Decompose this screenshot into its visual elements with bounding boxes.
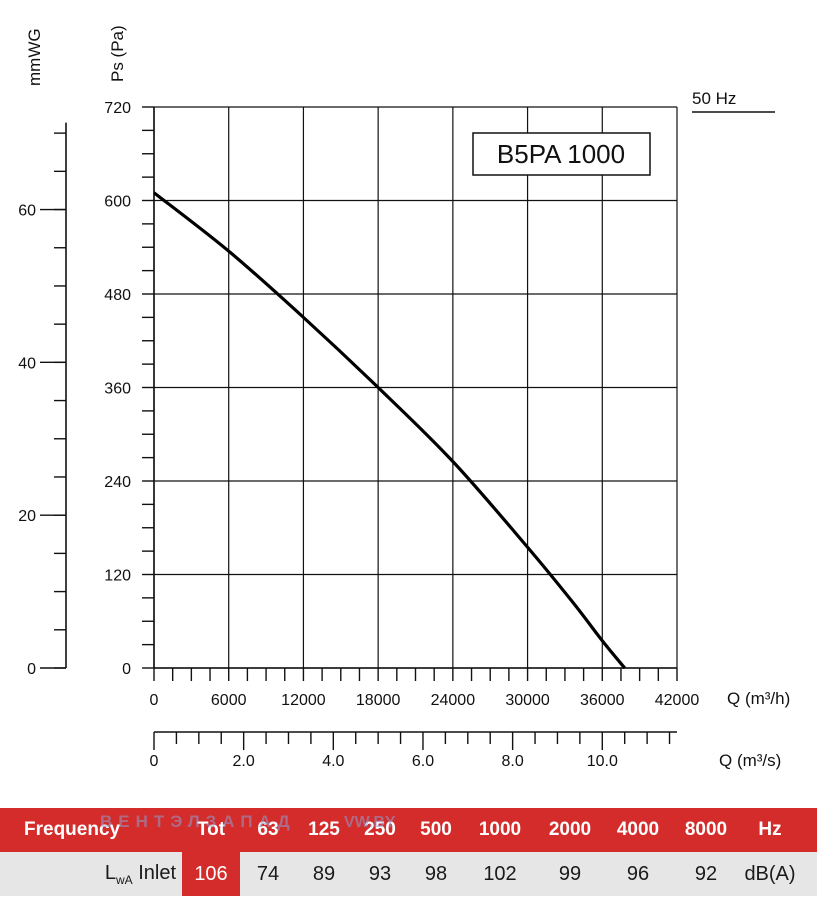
- header-hz: Hz: [758, 819, 782, 840]
- x-tick-label: 6000: [211, 692, 247, 709]
- value-2000: 99: [558, 862, 582, 885]
- frequency-label: 50 Hz: [692, 89, 736, 108]
- m3s-tick-label: 4.0: [322, 753, 344, 770]
- y-tick-label: 120: [104, 568, 131, 585]
- model-label-box: [472, 132, 651, 176]
- y-tick-label: 360: [104, 381, 131, 398]
- m3s-tick-label: 2.0: [233, 753, 255, 770]
- value-63: 74: [256, 862, 280, 885]
- row-label: LwA Inlet: [104, 861, 176, 887]
- y-tick-label: 600: [104, 194, 131, 211]
- value-1000: 102: [483, 862, 517, 885]
- m3s-tick-label: 6.0: [412, 753, 434, 770]
- mmwg-tick-label: 0: [27, 661, 36, 678]
- sound-power-table: Frequency Tot 63 125 250 500 1000 2000 4…: [0, 808, 817, 896]
- x-tick-label: 24000: [431, 692, 476, 709]
- mmwg-tick-label: 20: [18, 508, 36, 525]
- x-tick-label: 42000: [655, 692, 700, 709]
- y-tick-label: 240: [104, 474, 131, 491]
- x-tick-label: 18000: [356, 692, 401, 709]
- x-tick-label: 36000: [580, 692, 625, 709]
- tick-labels: 0 6000 12000 18000 24000 30000 36000 4200001202…: [18, 100, 699, 770]
- x-axis-secondary-label: Q (m³/s): [719, 751, 781, 770]
- table-header-row: Frequency Tot 63 125 250 500 1000 2000 4…: [0, 808, 817, 852]
- value-8000: 92: [694, 862, 718, 885]
- y-tick-label: 480: [104, 287, 131, 304]
- axes: [65, 107, 677, 733]
- m3s-tick-label: 10.0: [587, 753, 618, 770]
- model-label: B5PA 1000: [497, 139, 625, 169]
- value-125: 89: [312, 862, 336, 885]
- fan-performance-chart: 0 6000 12000 18000 24000 30000 36000 4200001202…: [18, 25, 790, 770]
- y-tick-label: 0: [122, 661, 131, 678]
- x-tick-label: 12000: [281, 692, 326, 709]
- mmwg-tick-label: 40: [18, 355, 36, 372]
- mmwg-tick-label: 60: [18, 203, 36, 220]
- header-tot: Tot: [196, 819, 226, 840]
- y-axis-label: Ps (Pa): [108, 25, 127, 82]
- value-500: 98: [424, 862, 448, 885]
- x-tick-label: 30000: [505, 692, 550, 709]
- header-250: 250: [364, 819, 396, 840]
- header-1000: 1000: [478, 819, 522, 840]
- value-4000: 96: [626, 862, 650, 885]
- grid: [153, 106, 678, 669]
- header-125: 125: [308, 819, 340, 840]
- m3s-tick-label: 0: [150, 753, 159, 770]
- minor-ticks: [40, 106, 678, 750]
- header-2000: 2000: [548, 819, 592, 840]
- y-tick-label: 720: [104, 100, 131, 117]
- x-tick-label: 0: [150, 692, 159, 709]
- y-axis-secondary-label: mmWG: [25, 28, 44, 86]
- header-frequency: Frequency: [24, 819, 121, 840]
- m3s-tick-label: 8.0: [502, 753, 524, 770]
- performance-curve: [153, 191, 626, 670]
- header-4000: 4000: [616, 819, 660, 840]
- value-tot: 106: [182, 852, 240, 896]
- table-values-row: LwA Inlet 106 74 89 93 98 102 99 96 92 d…: [0, 852, 817, 896]
- header-500: 500: [420, 819, 452, 840]
- value-250: 93: [368, 862, 392, 885]
- x-axis-label: Q (m³/h): [727, 689, 790, 708]
- value-unit: dB(A): [744, 862, 796, 885]
- header-63: 63: [257, 819, 279, 840]
- header-8000: 8000: [684, 819, 728, 840]
